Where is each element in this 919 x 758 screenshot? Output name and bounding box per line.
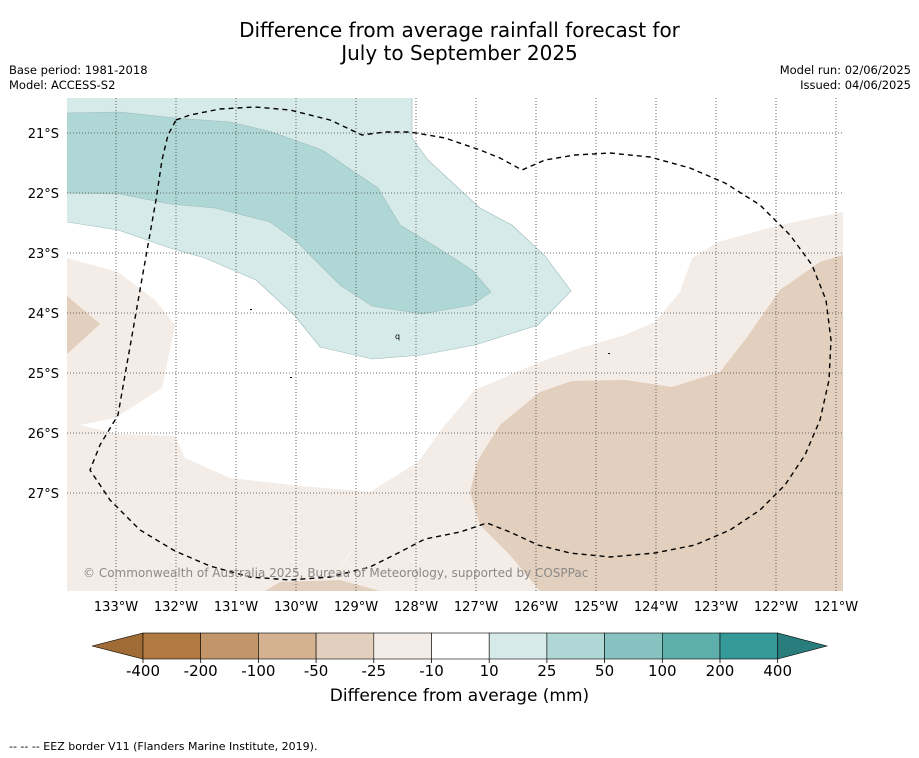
- colorbar-box: [431, 632, 490, 660]
- lon-label-130w: 130°W: [274, 600, 318, 615]
- colorbar-tick-label: -400: [126, 662, 160, 680]
- colorbar-arrow-high: [777, 632, 829, 660]
- colorbar: -400 -200 -100 -50 -25 -10 10 25 50 100 200 400: [91, 632, 829, 680]
- base-period: Base period: 1981-2018: [9, 63, 148, 77]
- copyright-text: © Commonwealth of Australia 2025, Bureau…: [83, 566, 588, 580]
- colorbar-tick-label: 400: [763, 662, 792, 680]
- lon-label-133w: 133°W: [94, 600, 138, 615]
- lon-labels: 133°W 132°W 131°W 130°W 129°W 128°W 127°…: [94, 600, 858, 615]
- colorbar-box: [488, 632, 548, 660]
- lat-labels: 21°S 22°S 23°S 24°S 25°S 26°S 27°S: [28, 127, 59, 502]
- lon-label-122w: 122°W: [754, 600, 798, 615]
- eez-border: [89, 106, 832, 581]
- lat-label-21s: 21°S: [28, 127, 59, 142]
- colorbar-box: [200, 632, 259, 660]
- contour-wet-25-50: [67, 112, 491, 314]
- colorbar-tick-label: 200: [706, 662, 735, 680]
- model-run: Model run: 02/06/2025: [779, 63, 911, 77]
- island-marker: q: [395, 332, 400, 341]
- island-dot-2: [290, 377, 292, 378]
- contour-dry-25-50-west: [67, 296, 100, 354]
- island-dot-3: [608, 353, 610, 354]
- lat-label-22s: 22°S: [28, 187, 59, 202]
- colorbar-tick-label: -200: [184, 662, 218, 680]
- eez-footnote: -- -- -- EEZ border V11 (Flanders Marine…: [9, 740, 318, 753]
- lon-label-131w: 131°W: [214, 600, 258, 615]
- colorbar-box: [604, 632, 663, 660]
- lon-label-125w: 125°W: [574, 600, 618, 615]
- lon-label-126w: 126°W: [514, 600, 558, 615]
- contour-dry-25-50-east: [470, 255, 843, 591]
- contour-dry-10-25-west: [67, 258, 372, 591]
- lon-label-132w: 132°W: [154, 600, 198, 615]
- lat-label-25s: 25°S: [28, 367, 59, 382]
- colorbar-box: [258, 632, 317, 660]
- colorbar-tick-label: -10: [419, 662, 444, 680]
- colorbar-box: [661, 632, 721, 660]
- colorbar-tick-label: 10: [480, 662, 499, 680]
- colorbar-box: [373, 632, 432, 660]
- colorbar-tick-label: 25: [537, 662, 556, 680]
- island-dot-1: [250, 309, 252, 310]
- colorbar-arrow-low: [91, 632, 144, 660]
- meta-left: Base period: 1981-2018 Model: ACCESS-S2: [9, 63, 148, 93]
- contour-dry-25-50-south: [265, 580, 380, 591]
- colorbar-box: [315, 632, 375, 660]
- lat-label-23s: 23°S: [28, 247, 59, 262]
- colorbar-label: Difference from average (mm): [329, 686, 590, 706]
- lon-gridlines: [115, 98, 837, 591]
- lat-label-24s: 24°S: [28, 307, 59, 322]
- colorbar-box: [719, 632, 779, 660]
- map-panel: q © Commonwealth of Australia 2025, Bure…: [67, 98, 843, 591]
- lon-label-127w: 127°W: [454, 600, 498, 615]
- lon-label-129w: 129°W: [334, 600, 378, 615]
- title-line-1: Difference from average rainfall forecas…: [239, 18, 680, 42]
- model-name: Model: ACCESS-S2: [9, 78, 116, 92]
- colorbar-tick-label: -100: [241, 662, 275, 680]
- lat-label-27s: 27°S: [28, 487, 59, 502]
- lon-label-124w: 124°W: [634, 600, 678, 615]
- lat-gridlines: [67, 132, 843, 494]
- lon-label-123w: 123°W: [694, 600, 738, 615]
- colorbar-box: [546, 632, 605, 660]
- meta-right: Model run: 02/06/2025 Issued: 04/06/2025: [780, 63, 911, 93]
- lon-label-121w: 121°W: [814, 600, 858, 615]
- lat-label-26s: 26°S: [28, 427, 59, 442]
- colorbar-tick-label: 100: [648, 662, 677, 680]
- title-line-2: July to September 2025: [341, 41, 578, 65]
- lon-label-128w: 128°W: [394, 600, 438, 615]
- map-title: Difference from average rainfall forecas…: [0, 19, 919, 65]
- colorbar-box: [142, 632, 202, 660]
- colorbar-tick-label: -25: [362, 662, 387, 680]
- colorbar-tick-label: 50: [595, 662, 614, 680]
- colorbar-tick-label: -50: [304, 662, 329, 680]
- issued-date: Issued: 04/06/2025: [800, 78, 911, 92]
